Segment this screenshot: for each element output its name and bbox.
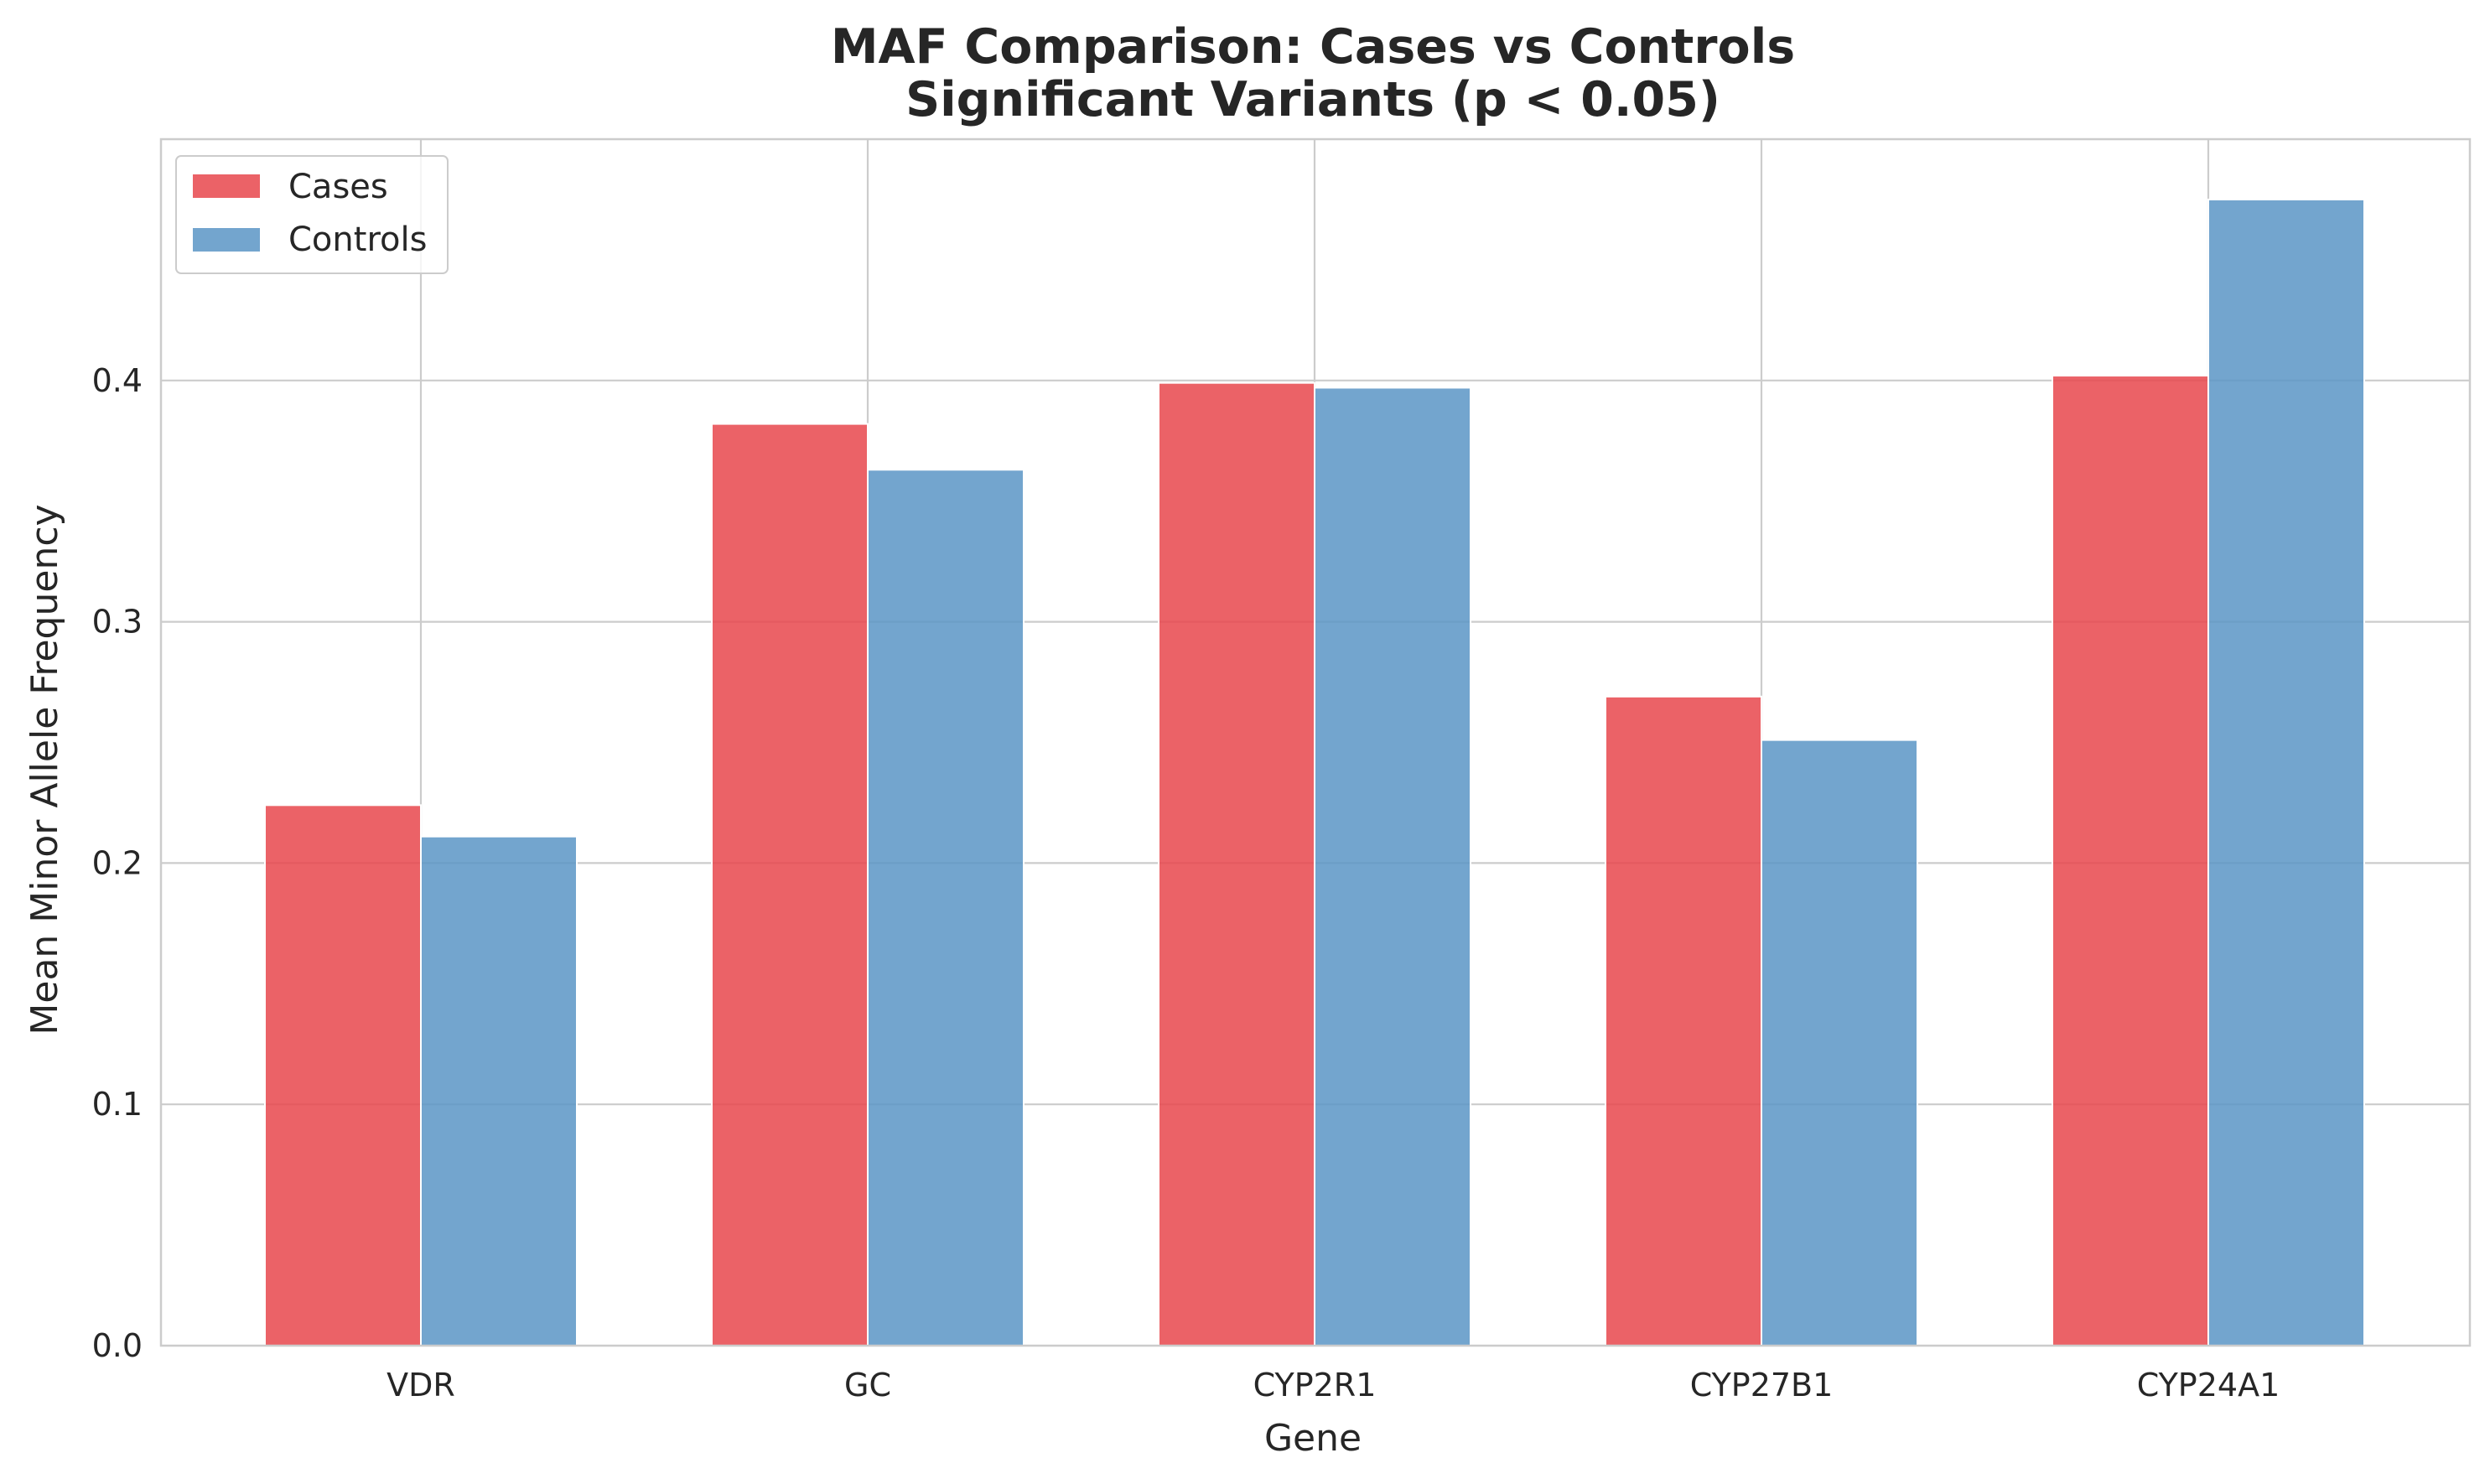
legend-label-cases: Cases <box>288 168 388 206</box>
legend-swatch-cases <box>193 174 260 198</box>
chart-title: MAF Comparison: Cases vs Controls <box>831 19 1795 75</box>
x-axis-label: Gene <box>1264 1417 1362 1460</box>
y-tick-label: 0.0 <box>92 1327 143 1364</box>
x-tick-label: CYP24A1 <box>2137 1367 2280 1404</box>
bar-cases-gc <box>711 423 869 1346</box>
y-tick-label: 0.4 <box>92 362 143 399</box>
y-axis-label: Mean Minor Allele Frequency <box>23 504 66 1035</box>
y-tick-label: 0.2 <box>92 844 143 881</box>
bar-controls-cyp2r1 <box>1314 387 1471 1347</box>
bar-cases-cyp24a1 <box>2052 375 2209 1347</box>
legend: Cases Controls <box>175 155 449 274</box>
chart-subtitle: Significant Variants (p < 0.05) <box>905 72 1720 127</box>
bar-controls-cyp27b1 <box>1761 739 1918 1346</box>
x-tick-label: CYP2R1 <box>1253 1367 1377 1404</box>
y-tick-label: 0.1 <box>92 1086 143 1123</box>
bar-controls-vdr <box>420 835 578 1346</box>
y-tick-label: 0.3 <box>92 604 143 641</box>
bar-controls-gc <box>867 469 1025 1346</box>
bar-cases-cyp27b1 <box>1605 695 1762 1346</box>
tick-labels: 0.0 0.1 0.2 0.3 0.4 VDR GC CYP2R1 CYP27B1 CYP24A1 <box>92 362 2280 1404</box>
bar-controls-cyp24a1 <box>2207 198 2365 1347</box>
x-tick-label: GC <box>844 1367 891 1404</box>
legend-swatch-controls <box>193 228 260 252</box>
bar-cases-vdr <box>264 804 422 1346</box>
bars <box>264 198 2365 1347</box>
x-tick-label: CYP27B1 <box>1690 1367 1834 1404</box>
legend-label-controls: Controls <box>288 221 427 259</box>
x-tick-label: VDR <box>386 1367 455 1404</box>
bar-cases-cyp2r1 <box>1158 381 1315 1347</box>
plot-frame <box>159 138 2472 1347</box>
